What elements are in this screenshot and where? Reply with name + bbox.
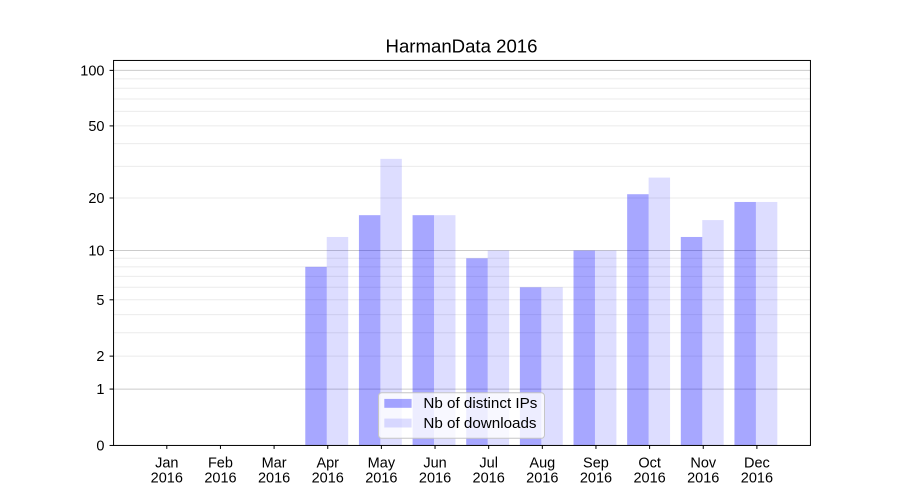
svg-text:May: May <box>368 456 396 472</box>
svg-text:Nov: Nov <box>690 456 717 472</box>
svg-text:Oct: Oct <box>638 456 661 472</box>
svg-text:2016: 2016 <box>687 470 719 486</box>
svg-text:2016: 2016 <box>204 470 236 486</box>
svg-text:Nb of downloads: Nb of downloads <box>423 415 537 432</box>
svg-text:2016: 2016 <box>633 470 665 486</box>
svg-text:Jun: Jun <box>423 456 446 472</box>
svg-text:100: 100 <box>80 63 104 79</box>
svg-text:50: 50 <box>88 119 104 135</box>
svg-text:Jan: Jan <box>155 456 178 472</box>
svg-text:2016: 2016 <box>473 470 505 486</box>
svg-text:2016: 2016 <box>312 470 344 486</box>
svg-text:2016: 2016 <box>526 470 558 486</box>
svg-text:0: 0 <box>96 438 104 454</box>
svg-text:Mar: Mar <box>262 456 287 472</box>
svg-text:2016: 2016 <box>151 470 183 486</box>
svg-text:1: 1 <box>96 382 104 398</box>
svg-text:HarmanData 2016: HarmanData 2016 <box>386 35 538 56</box>
svg-text:Aug: Aug <box>529 456 555 472</box>
svg-text:2016: 2016 <box>741 470 773 486</box>
svg-text:2016: 2016 <box>580 470 612 486</box>
svg-text:2: 2 <box>96 349 104 365</box>
svg-text:Apr: Apr <box>316 456 339 472</box>
svg-text:5: 5 <box>96 293 104 309</box>
svg-text:20: 20 <box>88 191 104 207</box>
svg-text:Dec: Dec <box>744 456 770 472</box>
svg-text:2016: 2016 <box>365 470 397 486</box>
svg-text:10: 10 <box>88 244 104 260</box>
svg-text:Jul: Jul <box>479 456 498 472</box>
svg-text:2016: 2016 <box>419 470 451 486</box>
svg-text:Sep: Sep <box>583 456 609 472</box>
svg-text:Nb of distinct IPs: Nb of distinct IPs <box>423 395 537 412</box>
svg-text:2016: 2016 <box>258 470 290 486</box>
svg-text:Feb: Feb <box>208 456 233 472</box>
